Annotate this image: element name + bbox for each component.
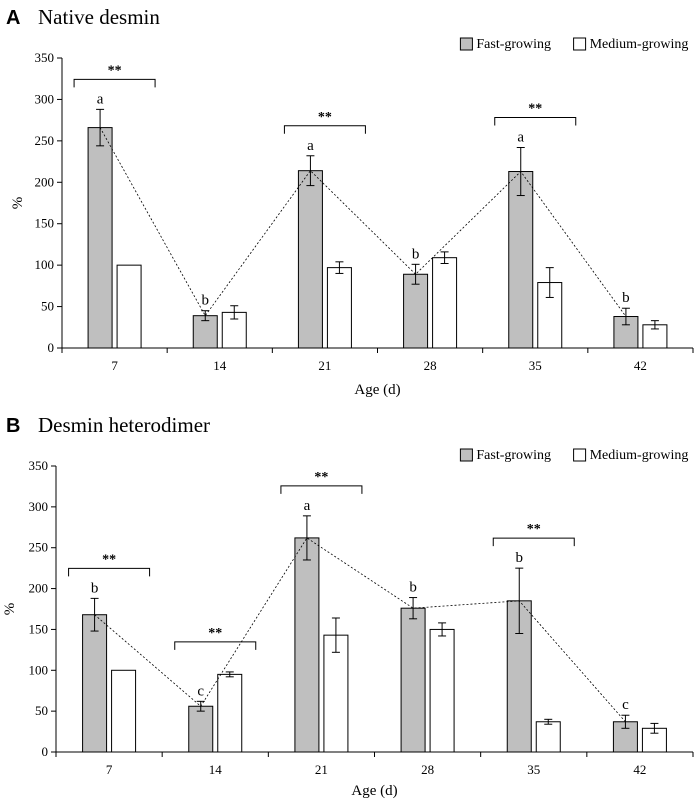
panel-a-legend-label-fast-growing: Fast-growing bbox=[476, 37, 551, 52]
panel-a-bar-fast-growing-28 bbox=[403, 273, 429, 349]
panel-b-chart: B Desmin heterodimer 0 50 100 150 200 250 300 350… bbox=[2, 413, 694, 799]
panel-a-significance-bracket-21 bbox=[283, 125, 366, 134]
panel-b-y-tick-label: 300 bbox=[29, 499, 49, 514]
panel-a-x-tick-label: 21 bbox=[318, 358, 331, 373]
panel-a-chart: A Native desmin 0 50 100 150 200 250 300 350 Age (… bbox=[6, 5, 694, 398]
panel-a-letter-label-35: a bbox=[517, 129, 524, 145]
panel-a-x-tick-label: 35 bbox=[529, 358, 542, 373]
panel-a-y-tick-label: 350 bbox=[35, 50, 55, 65]
panel-b-letter-label-28: b bbox=[409, 580, 417, 596]
panel-b-significance-bracket-35 bbox=[492, 537, 575, 547]
panel-b-significance-label-21: ** bbox=[314, 470, 328, 485]
panel-a-x-tick-label: 7 bbox=[111, 358, 118, 373]
panel-b-y-tick-label: 50 bbox=[35, 703, 48, 718]
panel-a-x-tick-label: 14 bbox=[213, 358, 227, 373]
panel-b-x-tick-label: 28 bbox=[421, 762, 434, 777]
panel-b-letter-label-35: b bbox=[516, 550, 524, 566]
panel-a-significance-bracket-7 bbox=[73, 78, 156, 88]
panel-b-y-tick-label: 0 bbox=[42, 744, 49, 759]
panel-a-y-tick-label: 0 bbox=[48, 340, 55, 355]
panel-b-x-tick-label: 14 bbox=[209, 762, 223, 777]
panel-a-legend-swatch-fast-growing bbox=[459, 37, 473, 51]
panel-a-y-tick-label: 250 bbox=[35, 133, 55, 148]
panel-a-bar-medium-growing-28 bbox=[432, 257, 458, 349]
panel-b-letter-label-14: c bbox=[197, 683, 204, 699]
panel-b-legend-label-fast-growing: Fast-growing bbox=[476, 448, 551, 463]
panel-a-letter-label-42: b bbox=[622, 290, 630, 306]
panel-b-significance-bracket-7 bbox=[68, 567, 151, 577]
panel-a-x-axis-label: Age (d) bbox=[354, 382, 400, 398]
panel-b-bar-medium-growing-35 bbox=[535, 721, 561, 753]
panel-b-letter-label-42: c bbox=[622, 697, 629, 713]
panel-b-x-tick-label: 21 bbox=[315, 762, 328, 777]
panel-b-significance-label-7: ** bbox=[102, 552, 116, 567]
panel-a-bar-fast-growing-21 bbox=[297, 170, 323, 349]
panel-a-y-tick-label: 300 bbox=[35, 91, 55, 106]
panel-b-y-tick-label: 200 bbox=[29, 581, 49, 596]
panel-a-x-tick-label: 28 bbox=[424, 358, 437, 373]
panel-b-bar-medium-growing-14 bbox=[217, 673, 243, 753]
panel-b-letter-label-21: a bbox=[304, 498, 311, 514]
panel-a-title: Native desmin bbox=[38, 5, 160, 29]
panel-a-y-axis-label: % bbox=[10, 197, 26, 210]
panel-b-bar-medium-growing-21 bbox=[323, 634, 349, 753]
panel-b-significance-bracket-14 bbox=[174, 641, 257, 650]
panel-b-bar-medium-growing-28 bbox=[429, 628, 455, 753]
panel-b-x-tick-label: 35 bbox=[527, 762, 540, 777]
panel-a-letter-label-28: b bbox=[412, 246, 420, 262]
panel-b-significance-label-14: ** bbox=[208, 626, 222, 641]
panel-b-bar-fast-growing-7 bbox=[82, 614, 108, 753]
panel-b-legend-label-medium-growing: Medium-growing bbox=[590, 448, 689, 463]
panel-a-y-tick-label: 50 bbox=[41, 299, 54, 314]
panel-b-x-tick-label: 42 bbox=[633, 762, 646, 777]
panel-b-bar-medium-growing-7 bbox=[111, 669, 137, 753]
panel-b-bar-fast-growing-28 bbox=[400, 607, 426, 753]
panel-a-legend-swatch-medium-growing bbox=[573, 37, 587, 51]
panel-b-significance-label-35: ** bbox=[527, 522, 541, 537]
panel-b-y-tick-label: 350 bbox=[29, 458, 49, 473]
panel-a-y-tick-label: 200 bbox=[35, 174, 55, 189]
panel-b-legend-swatch-fast-growing bbox=[459, 448, 473, 462]
panel-a-x-tick-label: 42 bbox=[634, 358, 647, 373]
panel-b-x-axis-label: Age (d) bbox=[351, 783, 397, 799]
panel-b-y-axis-label: % bbox=[2, 603, 18, 616]
panel-a-y-tick-label: 100 bbox=[35, 257, 55, 272]
panel-b-bar-fast-growing-14 bbox=[188, 705, 214, 753]
panel-a-y-tick-label: 150 bbox=[35, 216, 55, 231]
panel-b-letter-label-7: b bbox=[91, 580, 99, 596]
panel-b-y-tick-label: 150 bbox=[29, 621, 49, 636]
panel-a-bar-medium-growing-7 bbox=[116, 264, 142, 349]
panel-a-letter-label-14: b bbox=[202, 293, 210, 309]
panel-b-x-tick-label: 7 bbox=[106, 762, 113, 777]
panel-b-trend-line bbox=[94, 537, 626, 723]
panel-a-significance-bracket-35 bbox=[494, 116, 577, 126]
panel-b-y-tick-label: 250 bbox=[29, 540, 49, 555]
panel-b-title: Desmin heterodimer bbox=[38, 413, 210, 437]
panel-b-bar-fast-growing-21 bbox=[294, 537, 320, 753]
panel-a-legend-label-medium-growing: Medium-growing bbox=[590, 37, 689, 52]
panel-b-y-tick-label: 100 bbox=[29, 662, 49, 677]
panel-a-bar-fast-growing-7 bbox=[87, 127, 113, 349]
panel-a-letter: A bbox=[6, 7, 20, 29]
panel-a-letter-label-21: a bbox=[307, 138, 314, 154]
panel-a-letter-label-7: a bbox=[97, 91, 104, 107]
panel-a-significance-label-35: ** bbox=[528, 101, 542, 116]
panel-b-letter: B bbox=[6, 415, 20, 437]
panel-b-legend-swatch-medium-growing bbox=[573, 448, 587, 462]
panel-a-significance-label-21: ** bbox=[318, 110, 332, 125]
panel-a-bar-medium-growing-21 bbox=[326, 267, 352, 349]
panel-a-trend-line bbox=[99, 127, 627, 317]
panel-b-significance-bracket-21 bbox=[280, 485, 363, 494]
panel-a-significance-label-7: ** bbox=[108, 63, 122, 78]
panel-a-bar-fast-growing-35 bbox=[508, 171, 534, 349]
